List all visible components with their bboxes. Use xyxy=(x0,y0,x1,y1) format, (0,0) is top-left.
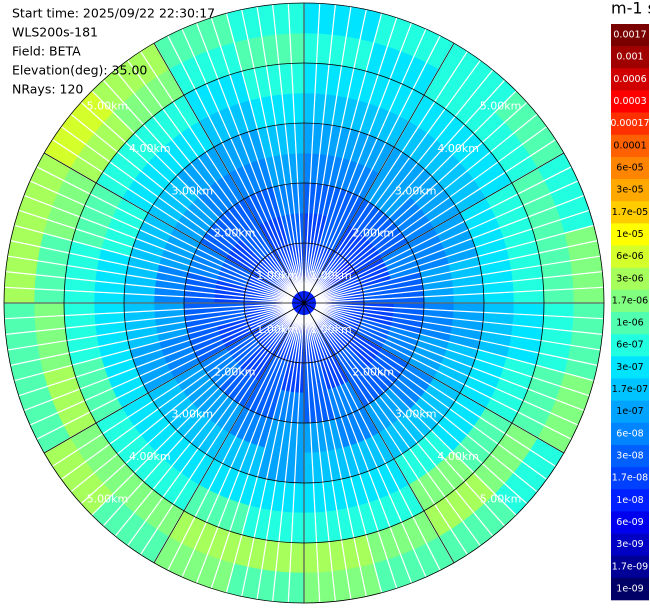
overlay: 1.00km 1.00km 1.00km 1.00km 2.00km 2.00km 2.00… xyxy=(3,2,605,604)
colorbar-cell xyxy=(611,533,649,556)
colorbar-label: 1.7e-07 xyxy=(612,384,648,395)
ring-label: 4.00km xyxy=(437,450,479,463)
colorbar-label: 0.00017 xyxy=(610,118,649,129)
ring-label: 2.00km xyxy=(214,227,256,240)
spoke xyxy=(303,42,455,304)
colorbar-label: 3e-05 xyxy=(616,185,643,196)
ring-label: 5.00km xyxy=(87,99,129,112)
colorbar-label: 3e-07 xyxy=(616,362,643,373)
colorbar-label: 0.0003 xyxy=(613,96,646,107)
spoke xyxy=(43,152,305,304)
colorbar-label: 6e-07 xyxy=(616,340,643,351)
spoke xyxy=(43,302,305,454)
colorbar-cell xyxy=(611,156,649,180)
colorbar-label: 6e-06 xyxy=(616,251,643,262)
spoke xyxy=(303,302,565,454)
colorbar-cell xyxy=(611,378,649,401)
ring-label: 3.00km xyxy=(171,184,213,197)
range-ring xyxy=(183,182,425,424)
colorbar-label: 0.0006 xyxy=(613,74,646,85)
ring-label: 3.00km xyxy=(395,184,437,197)
ring-label: 1.00km xyxy=(310,269,352,282)
ring-label: 5.00km xyxy=(480,493,522,506)
annotation: WLS200s-181 xyxy=(12,25,98,40)
colorbar-cell xyxy=(611,134,649,158)
colorbar-title: m-1 sr-1 xyxy=(611,0,650,18)
colorbar-cell xyxy=(611,267,649,291)
colorbar-label: 3e-08 xyxy=(616,451,643,462)
colorbar-cell xyxy=(611,90,649,113)
colorbar-label: 1e-05 xyxy=(616,229,643,240)
annotation: Elevation(deg): 35.00 xyxy=(12,63,147,78)
colorbar-label: 6e-05 xyxy=(616,163,643,174)
colorbar-cell xyxy=(611,577,649,601)
colorbar-cell xyxy=(611,467,649,490)
colorbar-label: 1e-07 xyxy=(616,406,643,417)
colorbar-cell xyxy=(611,201,649,224)
colorbar-cell xyxy=(611,24,649,47)
colorbar-label: 0.001 xyxy=(616,52,643,63)
colorbar-label: 0.0001 xyxy=(613,140,646,151)
colorbar-cell xyxy=(611,356,649,379)
ring-label: 2.00km xyxy=(353,227,395,240)
colorbar-cell xyxy=(611,245,649,268)
annotation: NRays: 120 xyxy=(12,82,83,97)
colorbar-label: 1.7e-09 xyxy=(612,561,648,572)
colorbar-cell xyxy=(611,555,649,579)
range-ring xyxy=(63,62,545,544)
colorbar-cell xyxy=(611,223,649,246)
colorbar-cell xyxy=(611,334,649,357)
colorbar-cell xyxy=(611,489,649,512)
ring-label: 4.00km xyxy=(437,142,479,155)
ring-label: 4.00km xyxy=(129,450,171,463)
colorbar-cell xyxy=(611,511,649,534)
range-ring xyxy=(123,122,485,484)
ring-label: 4.00km xyxy=(129,142,171,155)
spoke xyxy=(153,42,305,304)
colorbar-cell xyxy=(611,289,649,313)
colorbar-cell xyxy=(611,112,649,136)
colorbar-cell xyxy=(611,68,649,91)
colorbar-label: 6e-09 xyxy=(616,517,643,528)
colorbar-label: 1e-08 xyxy=(616,495,643,506)
annotation: Start time: 2025/09/22 22:30:17 xyxy=(12,6,215,21)
colorbar-label: 1e-06 xyxy=(616,318,643,329)
ring-label: 5.00km xyxy=(480,99,522,112)
ring-label: 1.00km xyxy=(256,323,298,336)
colorbar-label: 1.7e-05 xyxy=(612,207,648,218)
range-ring xyxy=(3,2,605,604)
annotation: Field: BETA xyxy=(12,44,81,59)
colorbar-label: 3e-06 xyxy=(616,273,643,284)
ring-label: 1.00km xyxy=(310,323,352,336)
ring-label: 3.00km xyxy=(171,408,213,421)
spoke xyxy=(303,152,565,304)
colorbar-cell xyxy=(611,312,649,335)
ring-label: 3.00km xyxy=(395,408,437,421)
spoke xyxy=(303,302,455,564)
ring-label: 2.00km xyxy=(353,365,395,378)
colorbar-cell xyxy=(611,400,649,424)
colorbar-label: 1.7e-06 xyxy=(612,295,648,306)
colorbar-label: 6e-08 xyxy=(616,428,643,439)
ring-label: 2.00km xyxy=(214,365,256,378)
ring-label: 1.00km xyxy=(256,269,298,282)
colorbar-label: 0.0017 xyxy=(613,30,646,41)
colorbar-label: 3e-09 xyxy=(616,539,643,550)
colorbar-cell xyxy=(611,422,649,446)
colorbar-label: 1e-09 xyxy=(616,583,643,594)
colorbar-label: 1.7e-08 xyxy=(612,473,648,484)
range-ring xyxy=(243,242,365,364)
colorbar-cell xyxy=(611,444,649,468)
colorbar-cell xyxy=(611,179,649,202)
ring-label: 5.00km xyxy=(87,493,129,506)
colorbar-cell xyxy=(611,46,649,69)
spoke xyxy=(153,302,305,564)
